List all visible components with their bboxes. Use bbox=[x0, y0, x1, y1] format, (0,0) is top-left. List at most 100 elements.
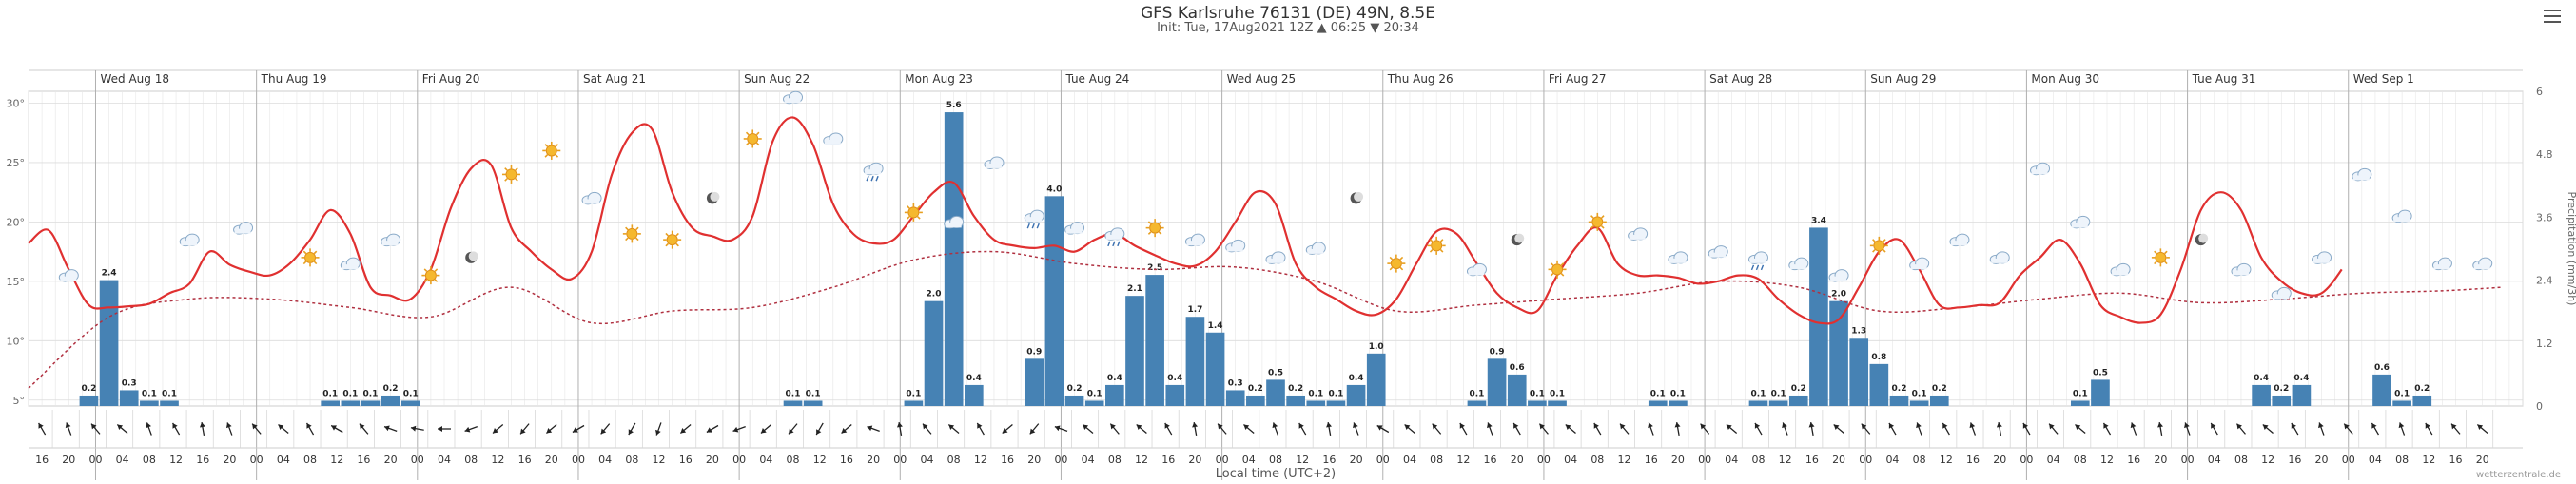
x-tick-label: 12 bbox=[813, 454, 827, 466]
rain-drop bbox=[1117, 241, 1121, 247]
x-tick-label: 00 bbox=[1376, 454, 1390, 466]
wind-arrow-icon bbox=[2210, 422, 2218, 436]
x-tick-label: 20 bbox=[2315, 454, 2329, 466]
y-right-tick-label: 4.8 bbox=[2536, 148, 2553, 161]
x-tick-label: 04 bbox=[1403, 454, 1416, 466]
moon-shade bbox=[1354, 191, 1364, 202]
moon-icon bbox=[2195, 233, 2209, 246]
menu-icon[interactable] bbox=[2544, 10, 2561, 23]
x-tick-label: 08 bbox=[2074, 454, 2087, 466]
cloud-base bbox=[784, 98, 801, 104]
wind-arrow-head bbox=[1218, 423, 1223, 430]
cloud-base bbox=[2112, 270, 2129, 276]
wind-arrow-head bbox=[789, 428, 794, 435]
precip-value-label: 0.4 bbox=[2293, 374, 2309, 383]
precipitation-labels: 0.2 2.4 0.3 0.1 0.1 0.1 0.1 0.1 0.2 0.1 0.1 0.1 0.1 2… bbox=[81, 101, 2430, 398]
precip-value-label: 0.3 bbox=[122, 378, 137, 388]
cloud-icon bbox=[1265, 251, 1286, 264]
cloud-base bbox=[1105, 234, 1122, 240]
x-tick-label: 00 bbox=[2020, 454, 2033, 466]
wind-arrow-icon bbox=[438, 426, 451, 432]
precip-bar bbox=[1809, 227, 1828, 406]
wind-arrow-icon bbox=[1002, 424, 1013, 434]
sun-ray bbox=[302, 250, 307, 255]
wind-arrow-head bbox=[1353, 422, 1358, 429]
moon-shade bbox=[2198, 233, 2209, 243]
precip-value-label: 0.3 bbox=[1228, 378, 1243, 388]
cloud-base bbox=[985, 163, 1002, 168]
precip-value-label: 0.4 bbox=[966, 374, 982, 383]
wind-arrow-icon bbox=[2102, 422, 2112, 436]
x-tick-label: 08 bbox=[625, 454, 638, 466]
wind-arrow-icon bbox=[976, 422, 985, 436]
wind-arrow-icon bbox=[1726, 424, 1738, 434]
precip-bar bbox=[924, 300, 944, 406]
wind-arrow-icon bbox=[1916, 422, 1922, 436]
sun-ray bbox=[745, 142, 750, 146]
precip-value-label: 0.6 bbox=[1510, 363, 1525, 373]
sun-ray bbox=[434, 279, 439, 282]
wind-arrow-head bbox=[2184, 422, 2190, 429]
sun-ray bbox=[1389, 256, 1394, 261]
sun-icon bbox=[663, 230, 682, 249]
x-tick-label: 08 bbox=[787, 454, 800, 466]
wind-arrow-icon bbox=[655, 422, 662, 436]
sun-ray bbox=[2164, 261, 2168, 265]
precip-bar bbox=[1748, 400, 1768, 406]
precip-bar bbox=[1205, 332, 1225, 406]
wind-arrow-head bbox=[199, 422, 205, 428]
sun-icon bbox=[1588, 212, 1607, 231]
cloud-base bbox=[1226, 246, 1243, 252]
precip-value-label: 0.2 bbox=[2274, 384, 2289, 394]
wind-arrow-head bbox=[2049, 423, 2055, 430]
precip-value-label: 0.2 bbox=[2414, 384, 2430, 394]
x-tick-label: 00 bbox=[732, 454, 746, 466]
x-tick-label: 20 bbox=[867, 454, 880, 466]
cloud-base bbox=[1267, 258, 1283, 263]
credit-text[interactable]: wetterzentrale.de bbox=[2476, 470, 2561, 480]
x-tick-label: 20 bbox=[1671, 454, 1685, 466]
wind-arrow-head bbox=[867, 425, 873, 432]
precip-bar bbox=[2372, 374, 2391, 406]
wind-arrow-icon bbox=[1164, 422, 1173, 436]
day-label: Thu Aug 19 bbox=[261, 72, 327, 86]
x-tick-label: 00 bbox=[1054, 454, 1067, 466]
sun-disc bbox=[2155, 251, 2167, 263]
cloud-icon bbox=[1828, 269, 1849, 282]
wind-arrow-icon bbox=[572, 424, 585, 434]
precip-value-label: 2.0 bbox=[1831, 290, 1846, 300]
precip-value-label: 0.5 bbox=[2093, 368, 2108, 378]
sun-ray bbox=[625, 237, 629, 242]
sun-ray bbox=[755, 142, 760, 146]
moon-icon bbox=[1350, 191, 1364, 204]
sun-ray bbox=[1147, 221, 1152, 224]
cloud-base bbox=[2071, 223, 2088, 228]
wind-arrow-head bbox=[1326, 422, 1332, 428]
day-label: Thu Aug 26 bbox=[1387, 72, 1454, 86]
sun-disc bbox=[1551, 263, 1564, 276]
cloud-base bbox=[2031, 169, 2048, 175]
precip-bar bbox=[1105, 384, 1124, 406]
cloud-icon bbox=[1949, 233, 1970, 247]
sun-ray bbox=[1399, 266, 1404, 271]
wind-arrow-head bbox=[2130, 422, 2137, 429]
sun-ray bbox=[1600, 225, 1605, 229]
wind-arrow-icon bbox=[2371, 422, 2379, 436]
x-tick-label: 16 bbox=[1322, 454, 1336, 466]
cloud-base bbox=[1307, 248, 1324, 254]
wind-arrow-icon bbox=[146, 422, 152, 436]
cloud-icon bbox=[1628, 227, 1649, 241]
wind-arrow-icon bbox=[2425, 422, 2433, 436]
precip-value-label: 4.0 bbox=[1046, 184, 1062, 194]
wind-arrow-icon bbox=[760, 424, 772, 434]
precip-bar bbox=[944, 112, 964, 407]
weather-icons bbox=[58, 90, 2493, 300]
wind-arrow-icon bbox=[1054, 425, 1068, 433]
sun-ray bbox=[1439, 249, 1444, 253]
x-tick-label: 12 bbox=[491, 454, 504, 466]
wind-arrow-icon bbox=[278, 424, 289, 434]
precip-value-label: 0.1 bbox=[786, 389, 801, 398]
wind-arrow-icon bbox=[199, 421, 205, 436]
cloud-icon bbox=[2030, 162, 2051, 176]
